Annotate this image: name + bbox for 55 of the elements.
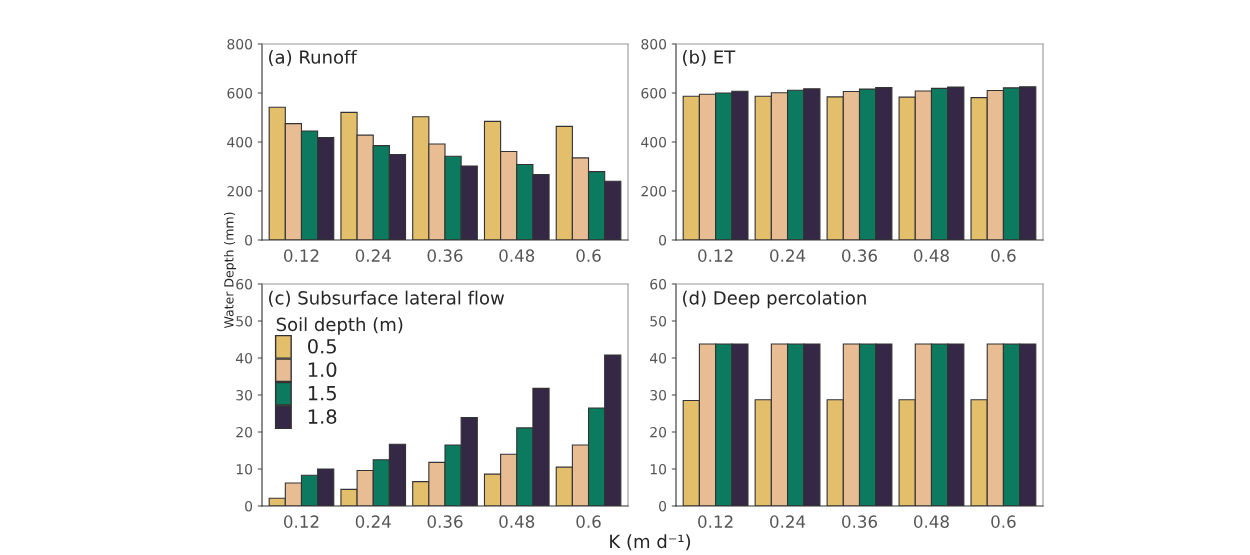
x-tick-label: 0.36	[427, 249, 463, 262]
y-tick-label: 20	[650, 426, 667, 438]
x-tick-label: 0.12	[698, 249, 733, 262]
y-tick-label: 0	[659, 234, 667, 246]
y-tick-label: 400	[641, 136, 667, 148]
y-tick-label: 800	[641, 38, 667, 50]
x-tick-label: 0.24	[355, 249, 391, 262]
x-tick-label: 0.24	[770, 515, 806, 528]
x-tick-label: 0.12	[284, 515, 319, 528]
y-tick-label: 10	[650, 463, 667, 475]
x-tick-label: 0.36	[842, 249, 878, 262]
chart-title: (c) Subsurface lateral flow	[269, 290, 505, 307]
x-tick-label: 0.6	[991, 249, 1016, 262]
x-tick-label: 0.6	[991, 515, 1016, 528]
chart-title: (a) Runoff	[269, 49, 358, 66]
y-tick-label: 200	[641, 185, 667, 197]
y-tick-label: 800	[227, 38, 253, 50]
y-tick-label: 0	[245, 234, 253, 246]
x-tick-label: 0.48	[499, 249, 535, 262]
x-tick-label: 0.6	[576, 249, 601, 262]
y-tick-label: 60	[650, 278, 667, 290]
y-tick-label: 20	[236, 426, 253, 438]
chart-title: (b) ET	[683, 49, 736, 66]
y-tick-label: 30	[236, 389, 253, 401]
chart-title: (d) Deep percolation	[683, 290, 866, 309]
y-tick-label: 400	[227, 136, 253, 148]
x-tick-label: 0.48	[499, 515, 535, 528]
y-tick-label: 10	[236, 463, 253, 475]
x-tick-label: 0.36	[427, 515, 463, 528]
y-tick-label: 200	[227, 185, 253, 197]
legend-label: 1.8	[308, 409, 337, 424]
x-tick-label: 0.12	[284, 249, 319, 262]
legend-label: 0.5	[308, 338, 336, 354]
x-axis-title: K (m d⁻¹)	[610, 534, 691, 551]
legend-label: 1.5	[308, 386, 336, 401]
y-tick-label: 50	[650, 315, 667, 327]
y-tick-label: 40	[235, 352, 253, 364]
y-tick-label: 30	[650, 389, 667, 401]
x-tick-label: 0.48	[914, 515, 949, 528]
y-tick-label: 0	[659, 500, 667, 512]
legend-title: Soil depth (m)	[276, 317, 403, 335]
x-tick-label: 0.24	[770, 249, 806, 262]
y-tick-label: 600	[227, 87, 253, 99]
y-tick-label: 50	[236, 315, 253, 327]
x-tick-label: 0.12	[698, 515, 733, 528]
x-tick-label: 0.6	[576, 515, 601, 528]
x-tick-label: 0.24	[355, 515, 391, 528]
y-tick-label: 40	[649, 352, 667, 364]
y-tick-label: 60	[236, 278, 253, 290]
x-tick-label: 0.36	[842, 515, 878, 528]
y-axis-title: Water Depth (mm)	[223, 212, 237, 329]
legend-label: 1.0	[308, 362, 337, 378]
y-tick-label: 600	[641, 87, 667, 99]
x-tick-label: 0.48	[914, 249, 949, 262]
y-tick-label: 0	[245, 500, 253, 512]
